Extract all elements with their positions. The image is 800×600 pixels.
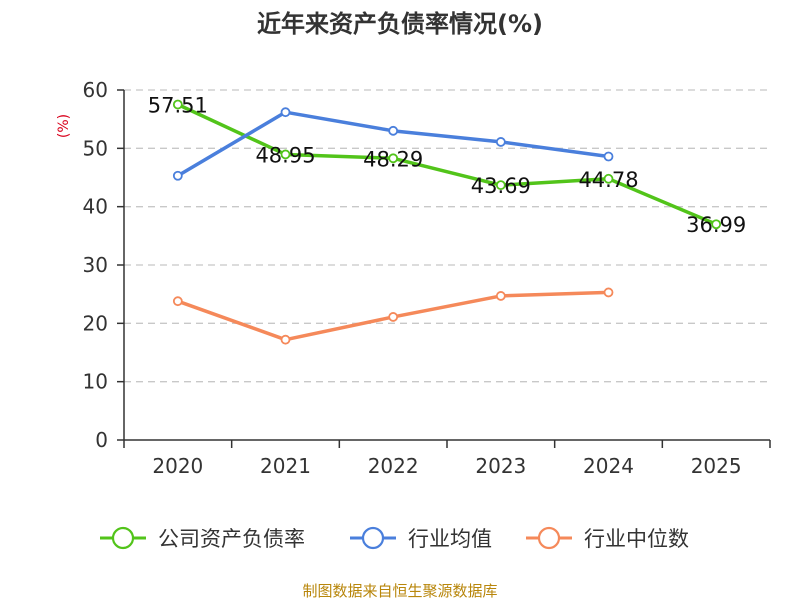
point-2-2024	[603, 287, 614, 298]
legend-marker-0	[111, 526, 135, 550]
data-label-2021: 48.95	[255, 143, 315, 167]
point-0-2020	[172, 99, 183, 110]
grid-lines	[124, 89, 770, 383]
x-tick-label-2023: 2023	[475, 454, 526, 478]
x-tick-label-2024: 2024	[583, 454, 634, 478]
data-label-2020: 57.51	[148, 94, 208, 118]
axes: 0 10 20 30 40 50 60 2020 2021 2022 2023 2024 2025	[83, 78, 771, 478]
x-tick-label-2022: 2022	[368, 454, 419, 478]
data-label-2023: 43.69	[471, 174, 531, 198]
y-axis-label: (%)	[56, 114, 72, 138]
point-2-2023	[495, 291, 506, 301]
point-2-2022	[388, 312, 399, 322]
data-label-2022: 48.29	[363, 147, 423, 171]
x-tick-label-2021: 2021	[260, 454, 311, 478]
series-line-0	[176, 102, 718, 226]
y-tick-label-0: 0	[95, 428, 108, 452]
legend-label-0: 公司资产负债率	[158, 527, 305, 551]
point-0-2021	[280, 149, 291, 160]
x-tick-label-2025: 2025	[691, 454, 742, 478]
data-label-2024: 44.78	[578, 168, 638, 192]
y-tick-label-20: 20	[83, 311, 108, 335]
series-group	[172, 99, 722, 345]
y-tick-label-30: 30	[83, 253, 108, 277]
y-tick-label-60: 60	[83, 78, 108, 102]
y-tick-label-50: 50	[83, 136, 108, 160]
point-1-2020	[172, 170, 183, 181]
chart-title: 近年来资产负债率情况(%)	[257, 10, 543, 38]
point-0-2023	[495, 180, 506, 191]
legend-label-1: 行业均值	[408, 527, 492, 551]
legend-marker-2	[537, 526, 561, 550]
point-1-2023	[495, 137, 506, 147]
legend-label-2: 行业中位数	[584, 527, 689, 551]
point-2-2020	[172, 296, 183, 307]
point-0-2022	[388, 153, 399, 164]
legend-item-1[interactable]: 行业均值	[350, 526, 492, 551]
point-1-2024	[603, 151, 614, 162]
point-1-2022	[388, 125, 399, 136]
legend-item-2[interactable]: 行业中位数	[526, 526, 689, 551]
legend[interactable]: 公司资产负债率 行业均值 行业中位数	[100, 526, 689, 551]
source-note: 制图数据来自恒生聚源数据库	[302, 582, 497, 600]
legend-item-0[interactable]: 公司资产负债率	[100, 526, 305, 551]
y-tick-label-40: 40	[83, 195, 108, 219]
data-labels: 57.51 48.95 48.29 43.69 44.78 36.99	[148, 94, 746, 238]
y-tick-label-10: 10	[83, 370, 108, 394]
data-label-2025: 36.99	[686, 213, 746, 237]
point-2-2021	[280, 334, 291, 345]
legend-marker-1	[361, 526, 385, 550]
x-tick-label-2020: 2020	[152, 454, 203, 478]
point-0-2024	[603, 173, 614, 184]
point-1-2021	[280, 107, 291, 118]
point-0-2025	[711, 219, 722, 230]
